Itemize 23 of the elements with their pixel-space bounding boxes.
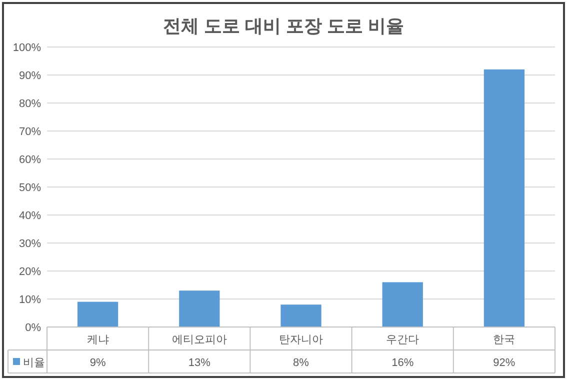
xtick: 탄자니아 xyxy=(279,334,323,346)
ytick: 100% xyxy=(12,42,41,54)
value-label: 13% xyxy=(188,357,210,369)
ytick: 0% xyxy=(25,322,41,334)
title: 전체 도로 대비 포장 도로 비율 xyxy=(163,16,404,36)
ytick: 80% xyxy=(18,98,41,110)
ytick: 70% xyxy=(18,126,41,138)
value-label: 92% xyxy=(493,357,516,369)
ytick: 40% xyxy=(18,210,41,222)
legend: 비율 xyxy=(23,357,45,369)
ytick: 50% xyxy=(18,182,41,194)
ytick: 20% xyxy=(18,266,41,278)
ytick: 60% xyxy=(18,154,41,166)
value-label: 8% xyxy=(293,357,309,369)
xtick: 케냐 xyxy=(86,334,109,346)
xtick: 에티오피아 xyxy=(172,334,227,346)
xtick: 한국 xyxy=(493,334,516,346)
ytick: 90% xyxy=(18,70,41,82)
value-label: 9% xyxy=(90,357,106,369)
value-label: 16% xyxy=(392,357,414,369)
xtick: 우간다 xyxy=(386,334,420,346)
ytick: 10% xyxy=(18,294,41,306)
ytick: 30% xyxy=(18,238,41,250)
